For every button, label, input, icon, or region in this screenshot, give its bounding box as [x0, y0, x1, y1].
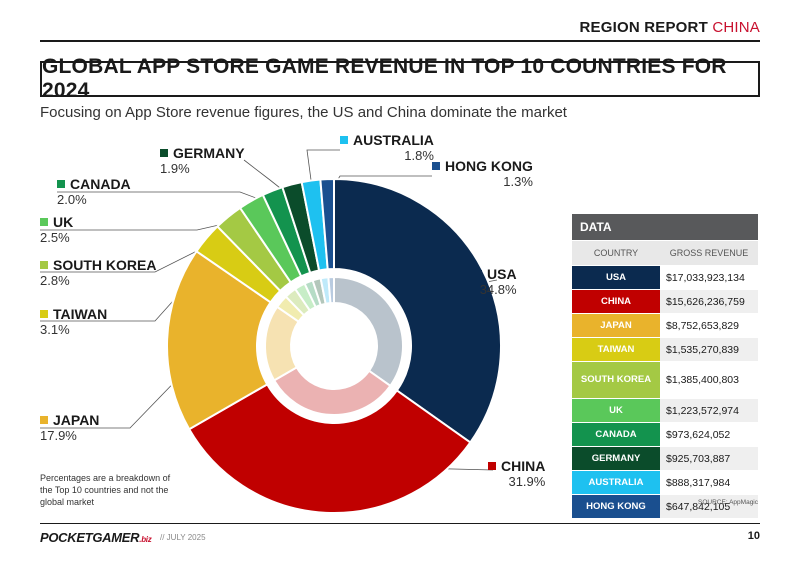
label-taiwan: TAIWAN 3.1% [40, 306, 108, 337]
table-revenue-cell: $1,223,572,974 [660, 398, 758, 423]
region-country: CHINA [712, 19, 760, 36]
source-note: SOURCE: AppMagic [698, 499, 758, 506]
table-country-cell: USA [572, 265, 660, 290]
table-revenue-cell: $8,752,653,829 [660, 313, 758, 338]
subtitle: Focusing on App Store revenue figures, t… [40, 104, 567, 121]
japan-swatch [40, 416, 48, 424]
pocketgamer-logo: POCKETGAMER.biz [40, 530, 152, 545]
table-row: JAPAN $8,752,653,829 [572, 313, 758, 338]
table-country-cell: SOUTH KOREA [572, 361, 660, 399]
slice-china [187, 382, 472, 514]
table-row: CHINA $15,626,236,759 [572, 289, 758, 314]
canada-swatch [57, 180, 65, 188]
uk-swatch [40, 218, 48, 226]
table-revenue-cell: $17,033,923,134 [660, 265, 758, 290]
table-country-cell: AUSTRALIA [572, 470, 660, 495]
label-japan: JAPAN 17.9% [40, 412, 100, 443]
inner-ring [264, 275, 404, 416]
inner-slice-hong-kong [327, 275, 335, 305]
col-country-header: COUNTRY [572, 240, 660, 266]
table-row: HONG KONG $647,842,105 [572, 494, 758, 518]
hong-kong-swatch [432, 162, 440, 170]
label-uk: UK 2.5% [40, 214, 74, 245]
table-row: UK $1,223,572,974 [572, 398, 758, 423]
china-swatch [488, 462, 496, 470]
table-row: USA $17,033,923,134 [572, 265, 758, 290]
table-country-cell: UK [572, 398, 660, 423]
table-revenue-cell: $925,703,887 [660, 446, 758, 471]
south-korea-swatch [40, 261, 48, 269]
label-usa: USA 34.8% [474, 266, 517, 298]
label-south-korea: SOUTH KOREA 2.8% [40, 257, 157, 288]
chart-note: Percentages are a breakdown of the Top 1… [40, 473, 171, 507]
data-table-title: DATA [572, 214, 758, 241]
page-number: 10 [747, 530, 760, 542]
australia-swatch [340, 136, 348, 144]
page-title: GLOBAL APP STORE GAME REVENUE IN TOP 10 … [40, 55, 760, 102]
taiwan-swatch [40, 310, 48, 318]
table-row: TAIWAN $1,535,270,839 [572, 337, 758, 362]
table-revenue-cell: $973,624,052 [660, 422, 758, 447]
usa-swatch [474, 270, 482, 278]
slice-usa [333, 177, 502, 444]
table-country-cell: TAIWAN [572, 337, 660, 362]
germany-swatch [160, 149, 168, 157]
table-country-cell: GERMANY [572, 446, 660, 471]
header-rule [40, 40, 760, 42]
label-canada: CANADA 2.0% [57, 176, 131, 207]
table-country-cell: CHINA [572, 289, 660, 314]
table-revenue-cell: $647,842,105 [660, 494, 758, 518]
table-country-cell: JAPAN [572, 313, 660, 338]
data-table: DATA COUNTRY GROSS REVENUE USA $17,033,92… [572, 214, 758, 518]
region-report-label: REGION REPORT CHINA [579, 19, 760, 36]
inner-slice-china [272, 366, 392, 416]
label-china: CHINA 31.9% [488, 458, 545, 490]
table-revenue-cell: $1,385,400,803 [660, 361, 758, 399]
table-country-cell: HONG KONG [572, 494, 660, 518]
table-country-cell: CANADA [572, 422, 660, 447]
slice-japan [166, 249, 272, 431]
col-revenue-header: GROSS REVENUE [660, 240, 758, 266]
footer-rule [40, 523, 760, 524]
label-germany: GERMANY 1.9% [160, 145, 245, 176]
table-row: CANADA $973,624,052 [572, 422, 758, 447]
outer-ring [166, 177, 502, 514]
report-date: // JULY 2025 [160, 533, 206, 542]
label-hong-kong: HONG KONG 1.3% [432, 158, 533, 190]
table-row: AUSTRALIA $888,317,984 [572, 470, 758, 495]
label-australia: AUSTRALIA 1.8% [340, 132, 434, 164]
table-row: SOUTH KOREA $1,385,400,803 [572, 361, 758, 399]
slice-hong-kong [319, 177, 335, 271]
table-revenue-cell: $15,626,236,759 [660, 289, 758, 314]
table-revenue-cell: $888,317,984 [660, 470, 758, 495]
table-row: GERMANY $925,703,887 [572, 446, 758, 471]
table-revenue-cell: $1,535,270,839 [660, 337, 758, 362]
